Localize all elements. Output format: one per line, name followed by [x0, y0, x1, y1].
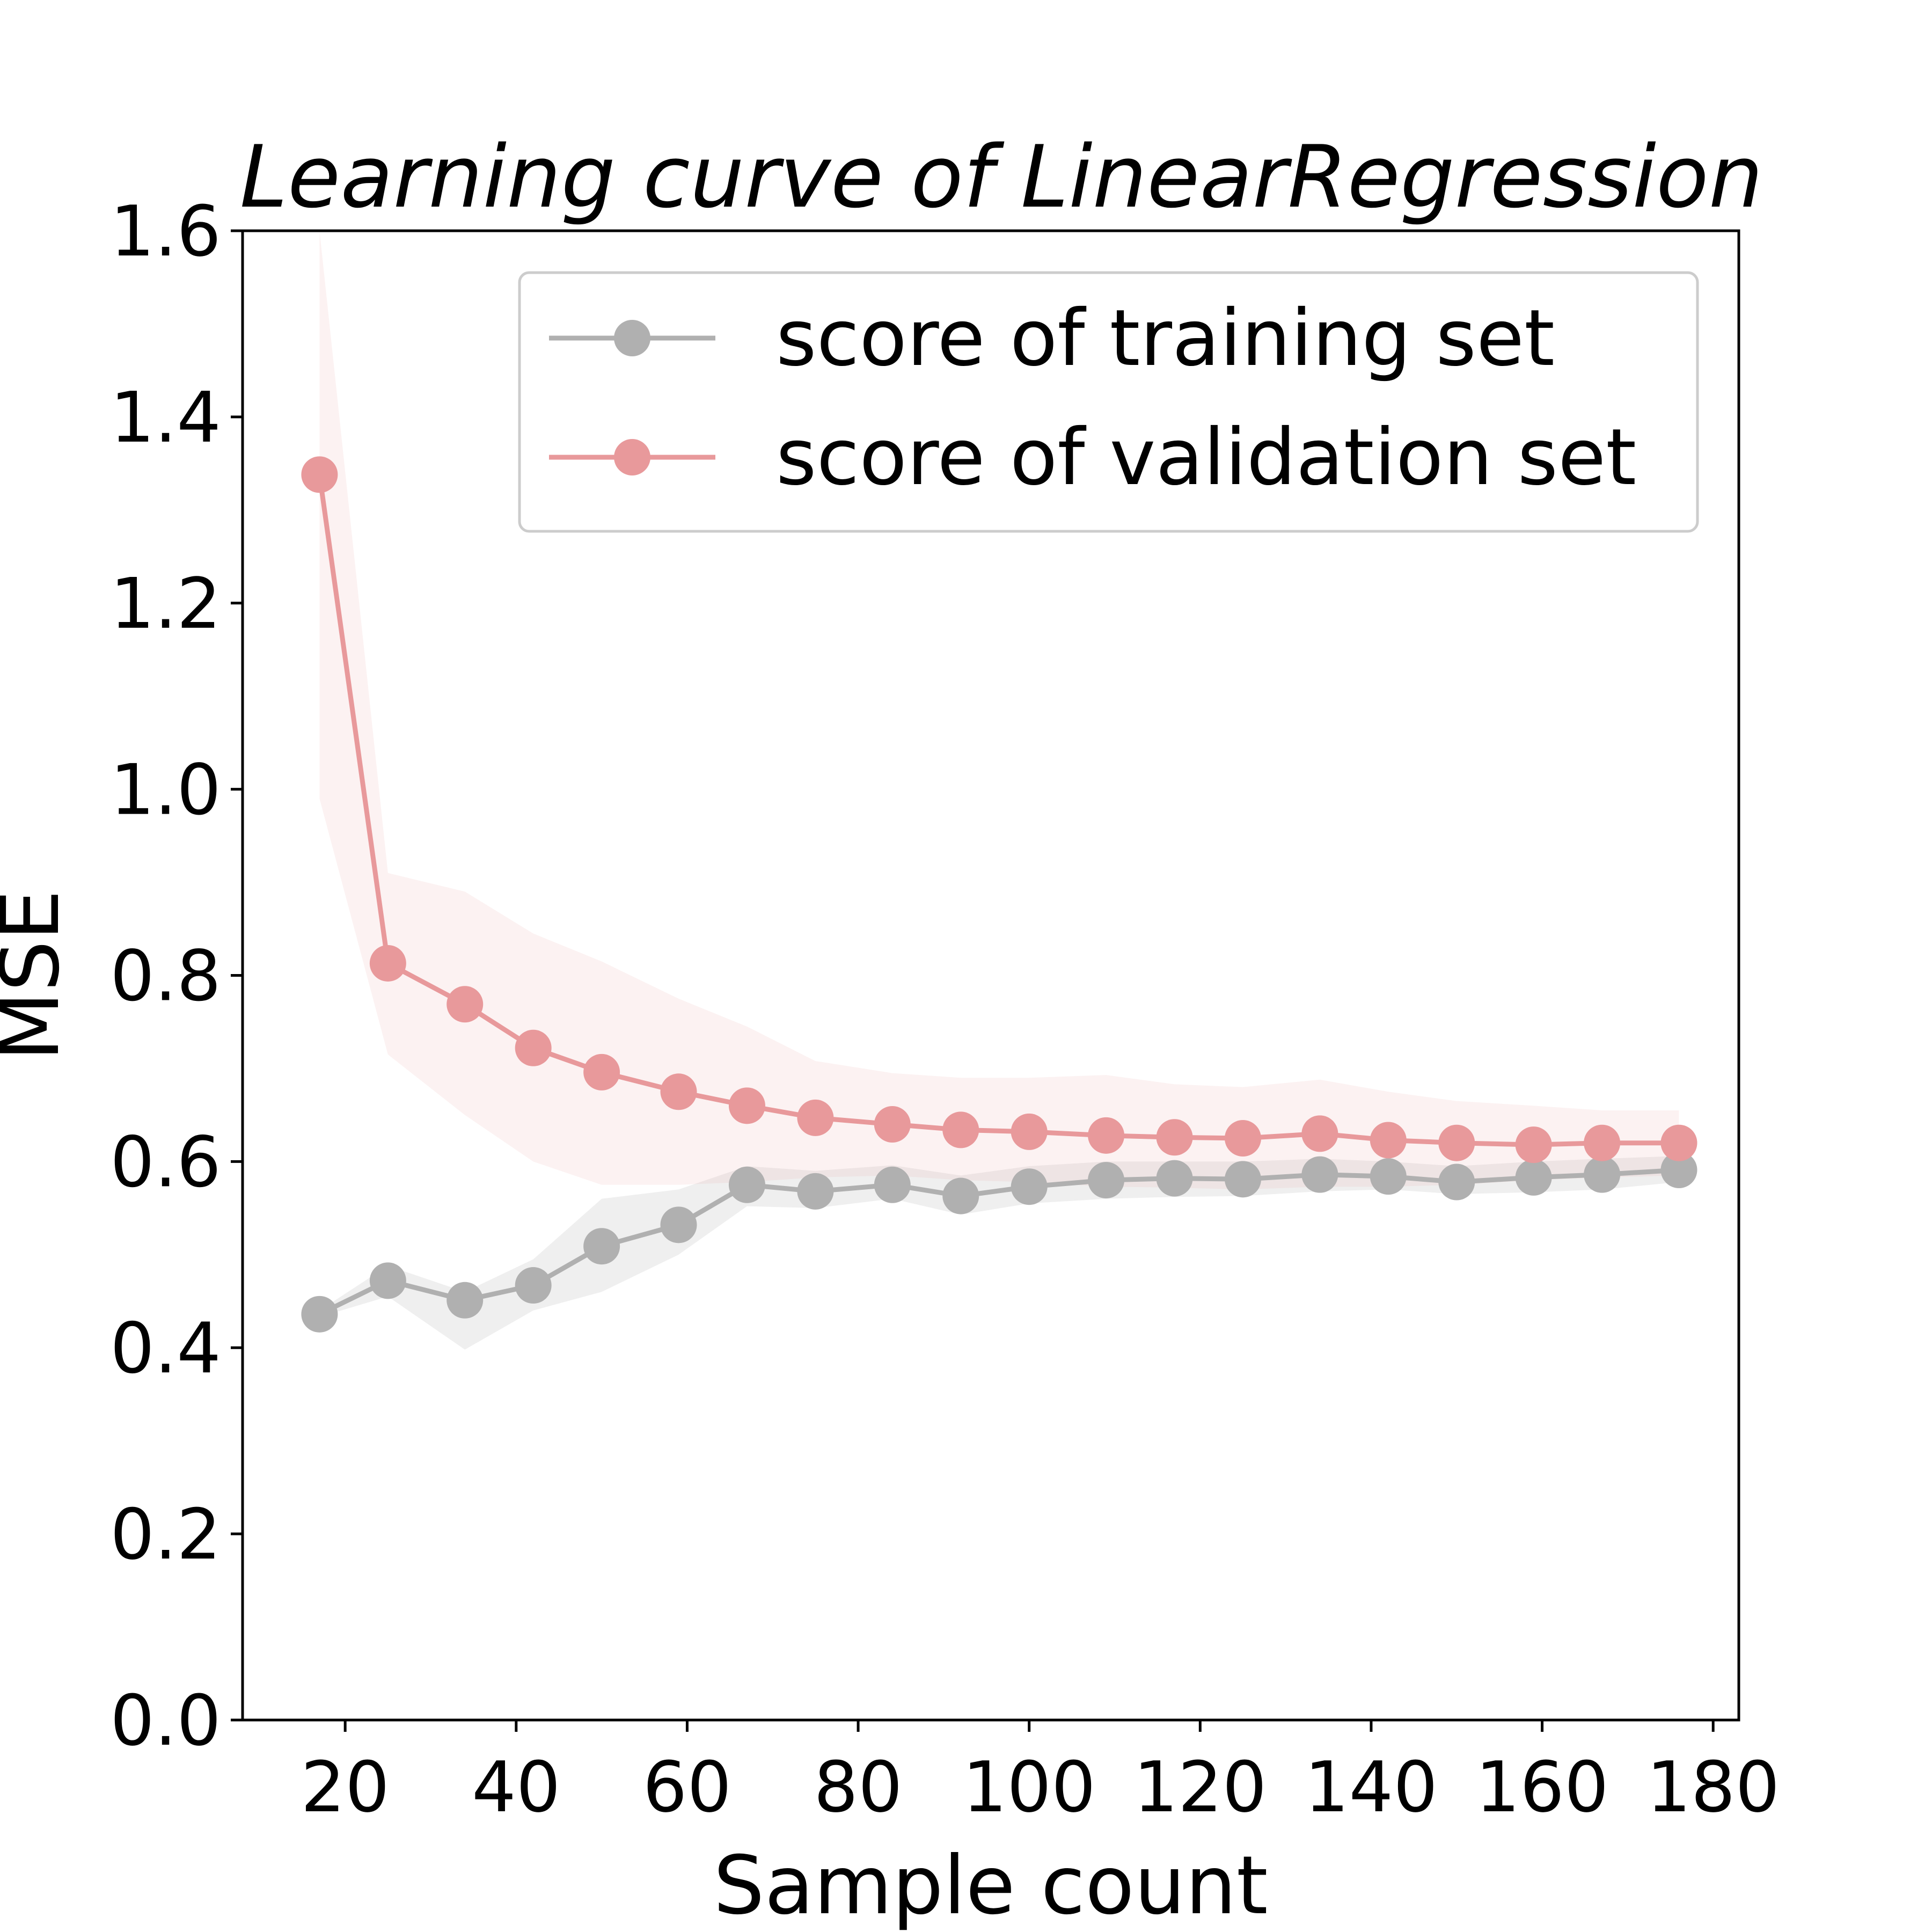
validation-data-point: [1515, 1126, 1552, 1163]
y-tick-label: 1.0: [110, 749, 221, 831]
training-data-point: [728, 1166, 765, 1203]
legend-entry-training: score of training set: [549, 293, 1555, 384]
training-data-point: [1088, 1162, 1125, 1199]
validation-data-point: [1438, 1124, 1475, 1161]
training-data-point: [1515, 1159, 1552, 1196]
validation-data-point: [1301, 1115, 1338, 1152]
validation-data-point: [447, 986, 484, 1023]
validation-data-point: [797, 1099, 834, 1136]
legend-swatch-marker: [614, 320, 650, 356]
training-data-point: [1224, 1161, 1261, 1198]
training-data-point: [660, 1206, 697, 1243]
training-data-point: [1156, 1160, 1193, 1197]
training-data-point: [1660, 1151, 1697, 1188]
validation-data-point: [1370, 1122, 1407, 1159]
validation-data-point: [1660, 1124, 1697, 1161]
training-data-point: [583, 1228, 620, 1265]
validation-data-point: [301, 456, 338, 493]
y-tick-label: 1.6: [110, 191, 221, 272]
training-data-point: [874, 1166, 911, 1203]
y-tick-label: 0.8: [110, 935, 221, 1017]
chart-title: Learning curve of LinearRegression: [240, 127, 1763, 227]
x-tick-label: 40: [472, 1746, 560, 1828]
y-tick-label: 0.6: [110, 1121, 221, 1203]
validation-data-point: [942, 1111, 979, 1148]
y-tick-label: 0.4: [110, 1307, 221, 1389]
training-data-point: [942, 1177, 979, 1214]
x-tick-label: 120: [1133, 1746, 1267, 1828]
validation-data-point: [874, 1106, 911, 1143]
validation-data-point: [1224, 1120, 1261, 1157]
x-tick-label: 160: [1476, 1746, 1609, 1828]
training-data-point: [369, 1262, 406, 1299]
validation-data-point: [728, 1087, 765, 1124]
training-data-point: [515, 1267, 552, 1304]
validation-data-point: [1584, 1124, 1621, 1161]
validation-data-point: [1088, 1117, 1125, 1154]
validation-data-point: [660, 1073, 697, 1110]
training-data-point: [1438, 1163, 1475, 1201]
x-tick-label: 60: [643, 1746, 731, 1828]
validation-data-point: [1156, 1119, 1193, 1156]
y-tick-label: 0.0: [110, 1680, 221, 1761]
training-confidence-band: [319, 1155, 1679, 1350]
training-data-point: [1584, 1156, 1621, 1193]
plot-area: [301, 231, 1697, 1350]
training-data-point: [797, 1173, 834, 1210]
y-axis-title: MSE: [0, 890, 77, 1061]
legend-entry-validation: score of validation set: [549, 412, 1636, 503]
x-tick-label: 20: [301, 1746, 389, 1828]
validation-confidence-band: [319, 231, 1679, 1190]
legend-label: score of validation set: [776, 412, 1636, 503]
x-tick-label: 100: [963, 1746, 1096, 1828]
y-tick-label: 1.2: [110, 563, 221, 645]
validation-data-point: [369, 945, 406, 982]
validation-data-point: [1011, 1113, 1048, 1150]
x-tick-label: 180: [1646, 1746, 1780, 1828]
x-axis-title: Sample count: [713, 1839, 1268, 1932]
y-tick-label: 1.4: [110, 377, 221, 458]
training-data-point: [447, 1282, 484, 1319]
validation-data-point: [515, 1029, 552, 1066]
x-tick-label: 140: [1305, 1746, 1438, 1828]
legend-box: [518, 271, 1699, 533]
legend: score of training set score of validation…: [518, 271, 1699, 533]
y-tick-label: 0.2: [110, 1494, 221, 1575]
training-data-point: [1370, 1158, 1407, 1195]
legend-swatch-marker: [614, 439, 650, 475]
training-data-point: [1011, 1168, 1048, 1205]
training-data-point: [1301, 1156, 1338, 1193]
legend-label: score of training set: [776, 293, 1555, 384]
training-data-point: [301, 1296, 338, 1333]
validation-data-point: [583, 1053, 620, 1091]
x-tick-label: 80: [814, 1746, 902, 1828]
axis-ticks: 20 40 60 80 100 120 140 160 180 0.0 0.2 0.4 0.6 0.8 1.…: [110, 191, 1780, 1828]
